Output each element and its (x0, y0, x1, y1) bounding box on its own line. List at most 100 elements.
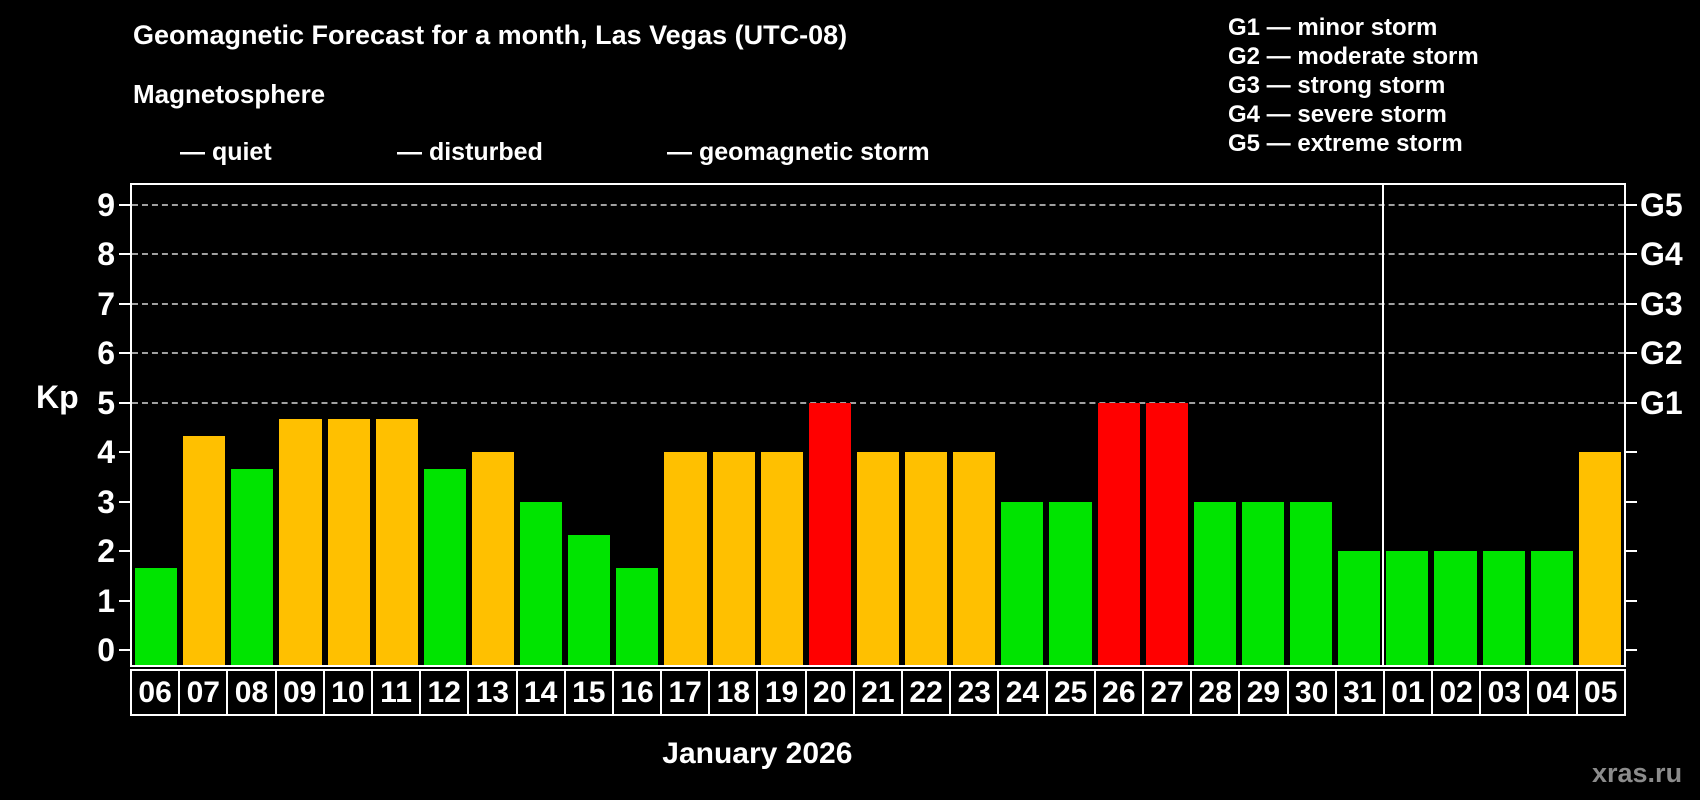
bar-slot-26 (1095, 185, 1143, 665)
magnetosphere-label: Magnetosphere (133, 79, 326, 109)
kp-bar-30 (1290, 501, 1333, 665)
bar-slot-06 (132, 185, 180, 665)
gridline-g4 (132, 253, 1624, 256)
day-label-04: 04 (1527, 671, 1576, 714)
bar-slot-23 (950, 185, 998, 665)
bar-slot-05 (1576, 185, 1624, 665)
day-label-15: 15 (563, 671, 612, 714)
x-axis-month-label: January 2026 (662, 737, 853, 770)
kp-bar-17 (664, 452, 707, 665)
plot-area: G1 G2 G3 G4 G5 0 1 2 3 4 5 6 7 8 9 (97, 183, 1683, 667)
kp-bar-08 (231, 468, 274, 665)
bar-slot-01 (1383, 185, 1431, 665)
kp-bar-13 (471, 452, 514, 665)
day-label-01: 01 (1382, 671, 1432, 714)
y-axis-tick-right-3 (1626, 500, 1637, 503)
kp-bar-20 (808, 402, 851, 665)
bar-slot-27 (1143, 185, 1191, 665)
bar-slot-25 (1046, 185, 1094, 665)
kp-bar-21 (856, 452, 899, 665)
storm-scale-item-g1: G1 — minor storm (1228, 14, 1438, 41)
bar-slot-09 (276, 185, 324, 665)
y-axis-tick-left-0 (119, 649, 130, 652)
bar-slot-12 (421, 185, 469, 665)
y-axis-tick-right-1 (1626, 599, 1637, 602)
y-tick-label-5: 5 (97, 384, 115, 421)
disturbed-legend-swatch (345, 133, 380, 167)
day-label-13: 13 (467, 671, 516, 714)
disturbed-legend-label: — disturbed (397, 138, 543, 166)
day-label-12: 12 (419, 671, 468, 714)
kp-bar-23 (953, 452, 996, 665)
g-scale-label-g1: G1 (1640, 384, 1683, 421)
storm-legend-label: — geomagnetic storm (667, 138, 930, 166)
y-axis-tick-left-4 (119, 451, 130, 454)
x-axis-day-labels: 06 07 08 09 10 11 12 13 14 15 16 17 18 19 20 21 22 23 24 25… (130, 669, 1626, 716)
g-scale-label-g4: G4 (1640, 236, 1683, 273)
day-label-18: 18 (708, 671, 757, 714)
day-label-16: 16 (611, 671, 661, 714)
y-axis-tick-right-6 (1626, 352, 1637, 355)
kp-bar-24 (1001, 501, 1044, 665)
y-axis-tick-right-5 (1626, 401, 1637, 404)
gridline-g1 (132, 401, 1624, 404)
bar-slot-07 (180, 185, 228, 665)
bar-slot-18 (710, 185, 758, 665)
bar-slot-08 (228, 185, 276, 665)
bar-slot-13 (469, 185, 517, 665)
g-scale-label-g5: G5 (1640, 186, 1683, 223)
bar-slot-03 (1480, 185, 1528, 665)
storm-scale-item-g3: G3 — strong storm (1228, 72, 1446, 99)
day-label-31: 31 (1334, 671, 1383, 714)
kp-bar-22 (905, 452, 948, 665)
g-scale-label-g2: G2 (1640, 335, 1683, 372)
day-label-07: 07 (178, 671, 227, 714)
bar-slot-14 (517, 185, 565, 665)
day-label-09: 09 (274, 671, 323, 714)
bar-slot-16 (613, 185, 661, 665)
gridline-g2 (132, 352, 1624, 355)
y-tick-label-7: 7 (97, 285, 115, 322)
bar-slot-11 (373, 185, 421, 665)
kp-bar-26 (1097, 402, 1140, 665)
bar-slot-29 (1239, 185, 1287, 665)
watermark: xras.ru (1592, 758, 1683, 788)
y-axis-tick-left-5 (119, 401, 130, 404)
y-tick-label-2: 2 (97, 533, 115, 570)
chart-title: Geomagnetic Forecast for a month, Las Ve… (133, 20, 848, 50)
day-label-03: 03 (1479, 671, 1528, 714)
y-tick-label-3: 3 (97, 483, 115, 520)
bar-slot-30 (1287, 185, 1335, 665)
bar-slot-04 (1528, 185, 1576, 665)
y-axis-tick-left-1 (119, 599, 130, 602)
storm-scale-item-g4: G4 — severe storm (1228, 101, 1447, 128)
bar-slot-02 (1431, 185, 1479, 665)
y-axis-tick-right-4 (1626, 451, 1637, 454)
kp-bar-27 (1145, 402, 1188, 665)
kp-bar-12 (423, 468, 466, 665)
bars-container (132, 185, 1624, 665)
day-label-11: 11 (370, 671, 420, 714)
day-label-14: 14 (515, 671, 564, 714)
kp-bar-31 (1338, 551, 1381, 665)
kp-bar-02 (1434, 551, 1477, 665)
kp-bar-03 (1482, 551, 1525, 665)
kp-bar-11 (375, 419, 418, 665)
day-label-06: 06 (132, 671, 179, 714)
day-label-08: 08 (226, 671, 275, 714)
day-label-23: 23 (949, 671, 998, 714)
y-axis-tick-left-6 (119, 352, 130, 355)
month-boundary-line (1382, 185, 1385, 665)
quiet-legend-label: — quiet (180, 138, 272, 166)
kp-bar-07 (183, 435, 226, 665)
bar-slot-19 (758, 185, 806, 665)
y-tick-label-1: 1 (97, 582, 115, 619)
y-axis-tick-right-0 (1626, 649, 1637, 652)
bar-slot-17 (661, 185, 709, 665)
kp-bar-25 (1049, 501, 1092, 665)
y-tick-label-0: 0 (97, 632, 115, 669)
kp-bar-16 (616, 567, 659, 665)
kp-bar-05 (1578, 452, 1621, 665)
day-label-05: 05 (1575, 671, 1624, 714)
kp-bar-28 (1193, 501, 1236, 665)
